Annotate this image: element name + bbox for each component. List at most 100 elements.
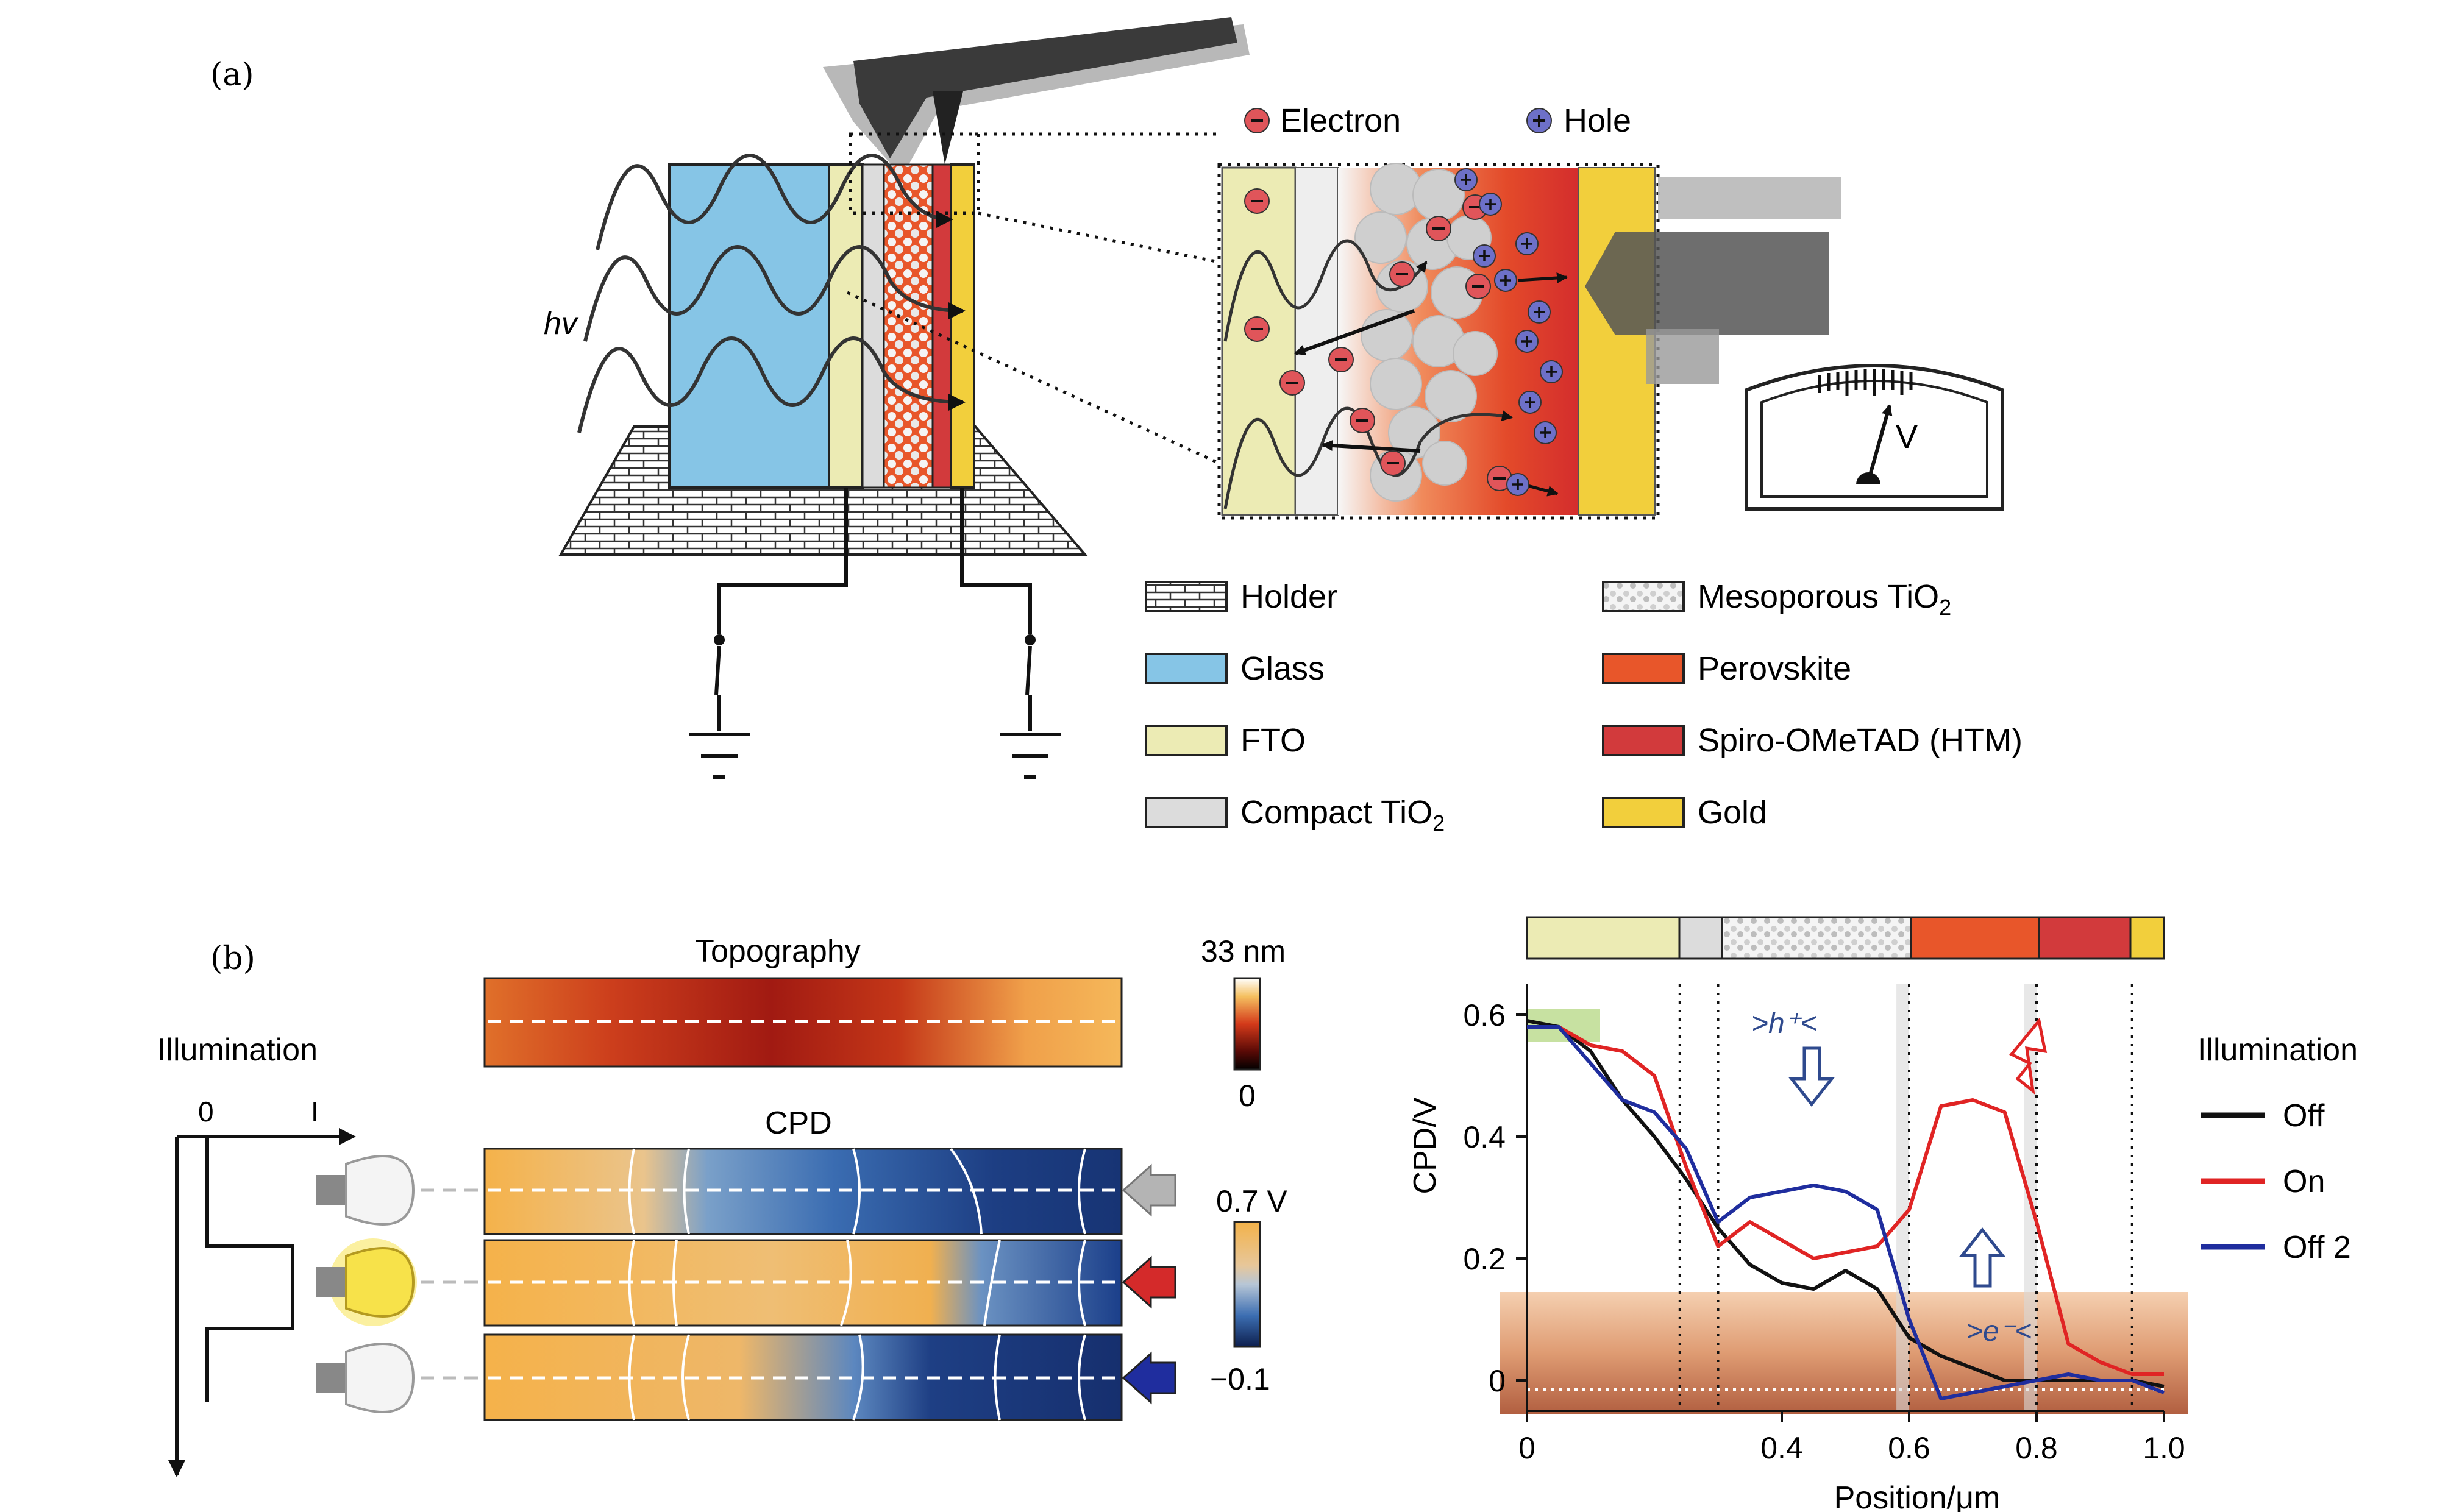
legend-swatch (1145, 653, 1228, 684)
hv-label: hv (544, 306, 579, 341)
hole-icon (1473, 244, 1496, 268)
inset-legend: Electron Hole (1244, 102, 1631, 139)
y-tick-label: 0.4 (1463, 1120, 1506, 1154)
legend-item: Spiro-OMeTAD (HTM) (1602, 722, 2023, 759)
x-tick-label: 0.6 (1888, 1431, 1930, 1465)
on-annotation-arrow (2009, 1017, 2048, 1095)
legend-swatch (1145, 797, 1228, 828)
layer-legend: Holder Glass FTO Compact TiO2 Mesoporous TiO… (1145, 578, 2023, 836)
legend-item: Mesoporous TiO2 (1602, 578, 1951, 620)
hole-annotation-arrow (1788, 1046, 1835, 1107)
voltmeter: V (1745, 364, 2004, 511)
mesoporous-layer (883, 163, 934, 489)
hole-icon (1479, 193, 1502, 216)
hole-icon (1494, 269, 1517, 292)
legend-label: Perovskite (1698, 650, 1851, 687)
hole-icon (1506, 473, 1529, 496)
topo-scale-min: 0 (1239, 1079, 1256, 1113)
arrow-off (1122, 1163, 1176, 1217)
hole-label: Hole (1564, 102, 1631, 139)
cpd-scanlines (488, 1188, 1119, 1380)
legend-label: Spiro-OMeTAD (HTM) (1698, 722, 2023, 759)
meter-label: V (1896, 419, 1918, 455)
arrow-on (1122, 1255, 1176, 1309)
legend-item: Holder (1145, 578, 1337, 615)
legend-label: Off (2283, 1098, 2325, 1134)
series-line-off (1526, 1019, 2165, 1388)
hole-markers (1454, 168, 1563, 496)
y-tick-label: 0.2 (1463, 1242, 1506, 1276)
electron-icon (1426, 216, 1451, 241)
cpd-profile-chart: 0 0.4 0.6 0.8 1.0 0 0.2 0.4 0.6 CPD/V Position/μ… (1407, 916, 2358, 1512)
hole-icon (1528, 300, 1551, 324)
topo-colorbar (1233, 977, 1261, 1071)
annotation-electron: >e⁻< (1966, 1315, 2032, 1347)
electron-markers (1244, 188, 1512, 491)
chart-legend-item: On (2201, 1164, 2325, 1199)
legend-label: On (2283, 1164, 2325, 1199)
bulb-off-2 (316, 1343, 415, 1413)
electron-icon (1244, 188, 1270, 214)
cpd-scale-min: −0.1 (1210, 1362, 1270, 1396)
legend-swatch (1602, 581, 1685, 612)
annotation-hole: >h⁺< (1751, 1007, 1817, 1040)
panel-b: (b) Illumination 0 I Topog (157, 916, 2358, 1512)
htm-layer (931, 163, 952, 489)
legend-label: Holder (1240, 578, 1337, 615)
ground-wiring (689, 488, 1061, 779)
afm-3d-image (1500, 1292, 2188, 1414)
bulb-off-1 (316, 1155, 415, 1226)
electron-icon (1350, 408, 1375, 433)
bulb-on (316, 1238, 417, 1326)
layer-strip (1526, 916, 2165, 960)
electron-icon (1244, 316, 1270, 342)
hole-icon (1540, 360, 1563, 383)
chart-ylabel: CPD/V (1407, 1097, 1443, 1194)
fto-layer (828, 163, 864, 489)
legend-swatch (1602, 725, 1685, 756)
electron-icon (1279, 370, 1305, 396)
legend-item: Perovskite (1602, 650, 1851, 687)
hole-icon (1515, 330, 1539, 353)
arrow-off2 (1122, 1351, 1176, 1405)
cpd-scale-max: 0.7 V (1216, 1184, 1287, 1218)
legend-swatch (1145, 581, 1228, 612)
axis-zero-label: 0 (198, 1096, 214, 1127)
x-tick-label: 0.8 (2015, 1431, 2058, 1465)
chart-legend-item: Off (2201, 1098, 2325, 1134)
bulb-guides (421, 1188, 485, 1380)
legend-label: Gold (1698, 794, 1767, 831)
panel-a-label: (a) (210, 57, 254, 93)
hole-icon (1515, 232, 1539, 255)
topo-scale-max: 33 nm (1201, 934, 1286, 968)
gold-layer (950, 163, 975, 489)
legend-swatch (1602, 797, 1685, 828)
shade-band (1896, 984, 1909, 1411)
cpd-title: CPD (765, 1106, 832, 1141)
glass-layer (668, 163, 830, 489)
cpd-colorbar (1233, 1221, 1261, 1348)
panel-a: (a) hv (210, 17, 2023, 836)
y-tick-label: 0.6 (1463, 998, 1506, 1032)
y-tick-label: 0 (1489, 1364, 1506, 1398)
legend-item: Gold (1602, 794, 1767, 831)
legend-item: FTO (1145, 722, 1306, 759)
legend-label: Compact TiO2 (1240, 794, 1445, 836)
compact-tio2-layer (861, 163, 885, 489)
electron-annotation-arrow (1959, 1227, 2006, 1288)
topography-title: Topography (695, 934, 861, 969)
legend-label: FTO (1240, 722, 1306, 759)
series-line-off-2 (1527, 1025, 2165, 1400)
legend-item: Compact TiO2 (1145, 794, 1445, 836)
meter-ticks (1818, 369, 1913, 396)
x-tick-label: 0 (1518, 1431, 1535, 1465)
afm-cantilever (823, 17, 1250, 177)
chart-legend-item: Off 2 (2201, 1230, 2351, 1265)
inset-zoom (1221, 163, 1841, 516)
legend-label: Off 2 (2283, 1230, 2351, 1265)
hole-icon (1454, 168, 1478, 191)
electron-icon (1328, 347, 1354, 372)
electron-icon (1389, 261, 1415, 287)
legend-swatch (1602, 653, 1685, 684)
chart-legend-title: Illumination (2197, 1032, 2358, 1068)
